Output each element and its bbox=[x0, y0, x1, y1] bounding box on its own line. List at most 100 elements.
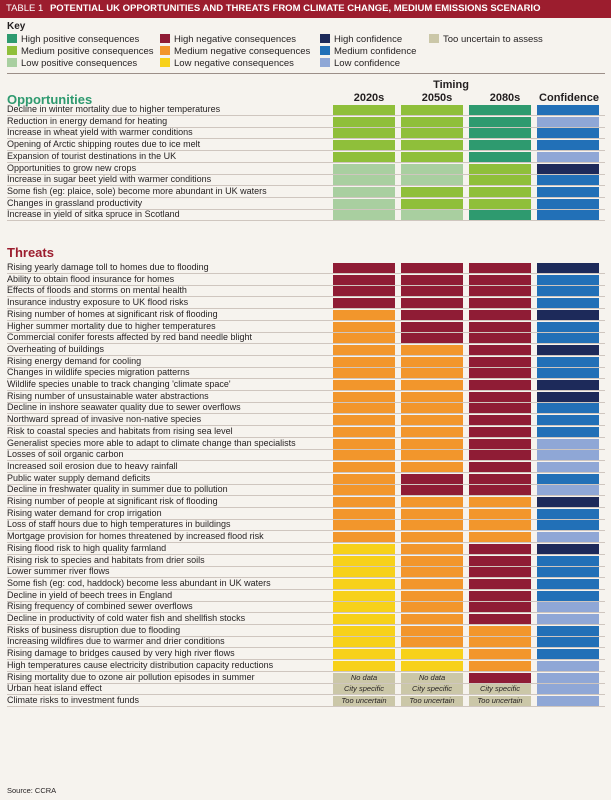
table-row: Insurance industry exposure to UK flood … bbox=[7, 297, 605, 310]
table-row: Rising number of unsustainable water abs… bbox=[7, 391, 605, 403]
row-label: Rising damage to bridges caused by very … bbox=[7, 648, 235, 659]
cell-confidence bbox=[537, 415, 599, 426]
cell-2050s bbox=[401, 140, 463, 151]
cell-2050s bbox=[401, 175, 463, 186]
cell-2020s bbox=[333, 210, 395, 221]
cell-confidence bbox=[537, 485, 599, 496]
cell-2020s bbox=[333, 380, 395, 390]
cell-2080s bbox=[469, 344, 531, 355]
row-label: Lower summer river flows bbox=[7, 566, 110, 577]
cell-2050s bbox=[401, 567, 463, 578]
cell-confidence bbox=[537, 461, 599, 472]
row-label: Increase in wheat yield with warmer cond… bbox=[7, 127, 193, 138]
cell-2020s bbox=[333, 532, 395, 543]
cell-2020s bbox=[333, 344, 395, 355]
row-label: Expansion of tourist destinations in the… bbox=[7, 150, 177, 161]
cell-2050s bbox=[401, 368, 463, 379]
cell-2080s bbox=[469, 128, 531, 139]
cell-2080s bbox=[469, 105, 531, 115]
table-row: Increasing wildfires due to warmer and d… bbox=[7, 636, 605, 649]
cell-2050s bbox=[401, 286, 463, 297]
cell-2050s bbox=[401, 461, 463, 472]
table-row: Rising yearly damage toll to homes due t… bbox=[7, 262, 605, 274]
row-label: Mortgage provision for homes threatened … bbox=[7, 531, 264, 542]
row-label: Higher summer mortality due to higher te… bbox=[7, 320, 216, 331]
table-row: Losses of soil organic carbon bbox=[7, 449, 605, 462]
table-row: Rising flood risk to high quality farmla… bbox=[7, 543, 605, 555]
cell-2020s bbox=[333, 403, 395, 414]
row-label: Changes in grassland productivity bbox=[7, 197, 143, 208]
key-swatch bbox=[160, 34, 170, 43]
key-swatch bbox=[429, 34, 439, 43]
cell-2020s bbox=[333, 637, 395, 648]
cell-2080s: City specific bbox=[469, 684, 531, 695]
cell-2020s bbox=[333, 461, 395, 472]
cell-2020s bbox=[333, 309, 395, 320]
row-label: Generalist species more able to adapt to… bbox=[7, 437, 296, 448]
cell-2080s bbox=[469, 415, 531, 426]
cell-2080s bbox=[469, 520, 531, 531]
table-row: Expansion of tourist destinations in the… bbox=[7, 151, 605, 163]
cell-2020s bbox=[333, 473, 395, 484]
cell-2080s bbox=[469, 555, 531, 566]
cell-2020s bbox=[333, 438, 395, 449]
cell-2080s bbox=[469, 368, 531, 379]
cell-confidence bbox=[537, 555, 599, 566]
cell-2020s bbox=[333, 497, 395, 507]
cell-confidence bbox=[537, 321, 599, 332]
cell-2080s bbox=[469, 140, 531, 151]
cell-2020s bbox=[333, 543, 395, 554]
table-row: Opportunities to grow new crops bbox=[7, 163, 605, 175]
cell-2080s bbox=[469, 286, 531, 297]
cell-2020s bbox=[333, 508, 395, 519]
table-row: Overheating of buildings bbox=[7, 344, 605, 356]
table-row: Rising energy demand for cooling bbox=[7, 356, 605, 368]
threats-heading: Threats bbox=[7, 245, 54, 260]
cell-2050s bbox=[401, 333, 463, 344]
table-label: TABLE 1 bbox=[6, 3, 44, 14]
row-label: High temperatures cause electricity dist… bbox=[7, 659, 274, 670]
row-label: Insurance industry exposure to UK flood … bbox=[7, 297, 189, 308]
row-label: Decline in freshwater quality in summer … bbox=[7, 484, 228, 495]
cell-confidence bbox=[537, 614, 599, 624]
cell-2020s bbox=[333, 520, 395, 531]
cell-2050s bbox=[401, 344, 463, 355]
cell-2050s bbox=[401, 602, 463, 613]
cell-2050s bbox=[401, 415, 463, 426]
cell-confidence bbox=[537, 450, 599, 461]
key-swatch bbox=[160, 58, 170, 67]
cell-2020s bbox=[333, 625, 395, 636]
timing-header: Timing bbox=[433, 79, 469, 91]
cell-confidence bbox=[537, 391, 599, 402]
cell-2080s bbox=[469, 309, 531, 320]
table-row: Rising number of homes at significant ri… bbox=[7, 309, 605, 321]
row-label: Decline in winter mortality due to highe… bbox=[7, 104, 221, 114]
table-row: Rising mortality due to ozone air pollut… bbox=[7, 672, 605, 684]
cell-2080s bbox=[469, 602, 531, 613]
table-row: Increased soil erosion due to heavy rain… bbox=[7, 461, 605, 473]
cell-confidence bbox=[537, 672, 599, 683]
table-row: Mortgage provision for homes threatened … bbox=[7, 531, 605, 544]
cell-2050s bbox=[401, 263, 463, 273]
cell-2080s bbox=[469, 543, 531, 554]
cell-2080s bbox=[469, 163, 531, 174]
key-item: Medium confidence bbox=[320, 46, 416, 57]
cell-2080s bbox=[469, 333, 531, 344]
cell-2080s bbox=[469, 403, 531, 414]
row-label: Some fish (eg: cod, haddock) become less… bbox=[7, 577, 271, 588]
row-label: Rising risk to species and habitats from… bbox=[7, 554, 205, 565]
cell-2050s bbox=[401, 543, 463, 554]
cell-2020s bbox=[333, 590, 395, 601]
cell-2080s bbox=[469, 497, 531, 507]
key-item: Low negative consequences bbox=[160, 58, 294, 69]
cell-confidence bbox=[537, 175, 599, 186]
cell-confidence bbox=[537, 186, 599, 197]
cell-2020s bbox=[333, 186, 395, 197]
table-row: Decline in productivity of cold water fi… bbox=[7, 613, 605, 625]
table-row: Loss of staff hours due to high temperat… bbox=[7, 519, 605, 532]
cell-2080s bbox=[469, 116, 531, 127]
cell-2080s bbox=[469, 450, 531, 461]
cell-confidence bbox=[537, 602, 599, 613]
cell-2050s bbox=[401, 105, 463, 115]
row-label: Effects of floods and storms on mental h… bbox=[7, 285, 187, 296]
